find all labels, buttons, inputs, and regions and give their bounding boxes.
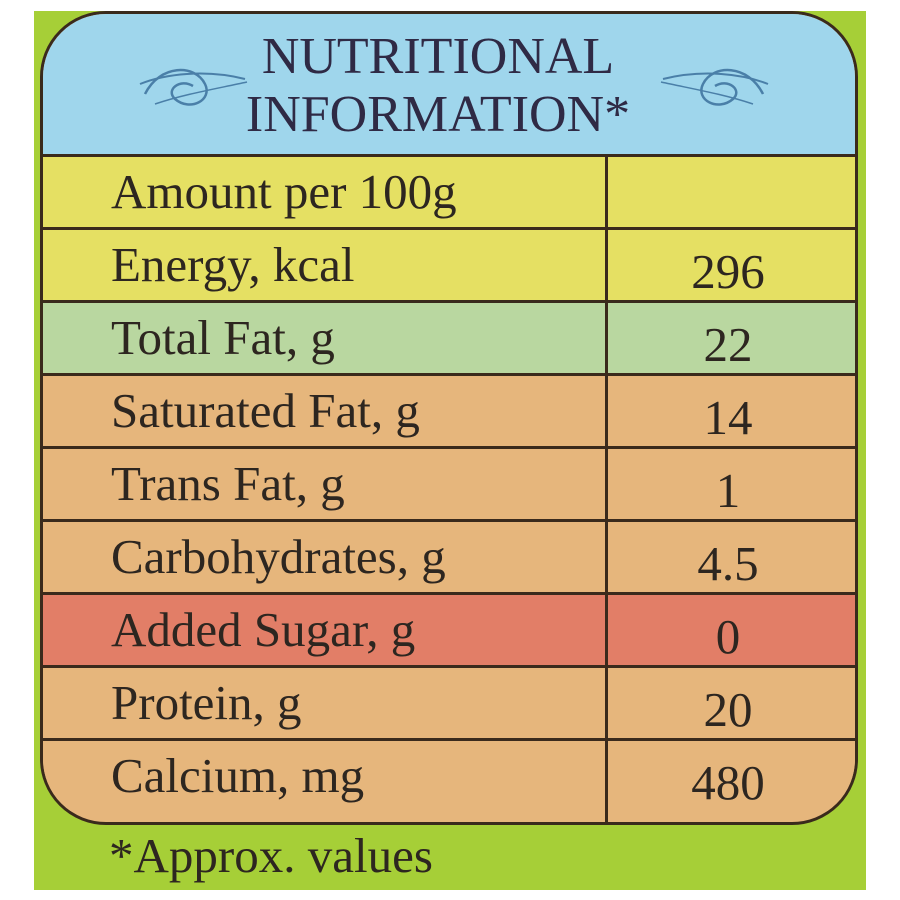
row-value: 296 bbox=[691, 244, 765, 299]
page-title: NUTRITIONAL INFORMATION* bbox=[213, 28, 663, 144]
row-label: Carbohydrates, g bbox=[111, 529, 446, 584]
row-value: 0 bbox=[715, 609, 741, 664]
table-row: Carbohydrates, g 4.5 bbox=[43, 522, 855, 595]
row-value: 20 bbox=[703, 682, 753, 737]
row-label: Total Fat, g bbox=[111, 310, 335, 365]
row-value: 4.5 bbox=[697, 536, 759, 591]
table-row: Saturated Fat, g 14 bbox=[43, 376, 855, 449]
title-line-1: NUTRITIONAL bbox=[261, 28, 615, 85]
left-swirl-icon bbox=[139, 68, 248, 106]
table-row: Trans Fat, g 1 bbox=[43, 449, 855, 522]
nutrition-panel: NUTRITIONAL INFORMATION* Amount per 100g… bbox=[34, 11, 866, 890]
row-value: 22 bbox=[703, 317, 753, 372]
table-row: Amount per 100g bbox=[43, 157, 855, 230]
row-label: Protein, g bbox=[111, 675, 302, 730]
row-value: 480 bbox=[691, 755, 765, 810]
table-row: Total Fat, g 22 bbox=[43, 303, 855, 376]
row-label: Calcium, mg bbox=[111, 748, 365, 803]
row-value: 14 bbox=[703, 390, 753, 445]
column-divider bbox=[605, 154, 608, 822]
row-label: Amount per 100g bbox=[111, 164, 457, 219]
row-value: 1 bbox=[715, 463, 741, 518]
footnote: *Approx. values bbox=[109, 828, 433, 883]
nutrition-card: NUTRITIONAL INFORMATION* Amount per 100g… bbox=[40, 11, 858, 825]
table-row: Energy, kcal 296 bbox=[43, 230, 855, 303]
title-line-2: INFORMATION* bbox=[245, 86, 631, 143]
row-label: Energy, kcal bbox=[111, 237, 355, 292]
nutrition-header: NUTRITIONAL INFORMATION* bbox=[43, 14, 855, 157]
row-label: Saturated Fat, g bbox=[111, 383, 420, 438]
row-label: Trans Fat, g bbox=[111, 456, 345, 511]
table-row: Calcium, mg 480 bbox=[43, 741, 855, 811]
row-label: Added Sugar, g bbox=[111, 602, 416, 657]
right-swirl-icon bbox=[660, 68, 769, 106]
table-row: Added Sugar, g 0 bbox=[43, 595, 855, 668]
nutrition-table: Amount per 100g Energy, kcal 296 Total F… bbox=[43, 157, 855, 811]
table-row: Protein, g 20 bbox=[43, 668, 855, 741]
